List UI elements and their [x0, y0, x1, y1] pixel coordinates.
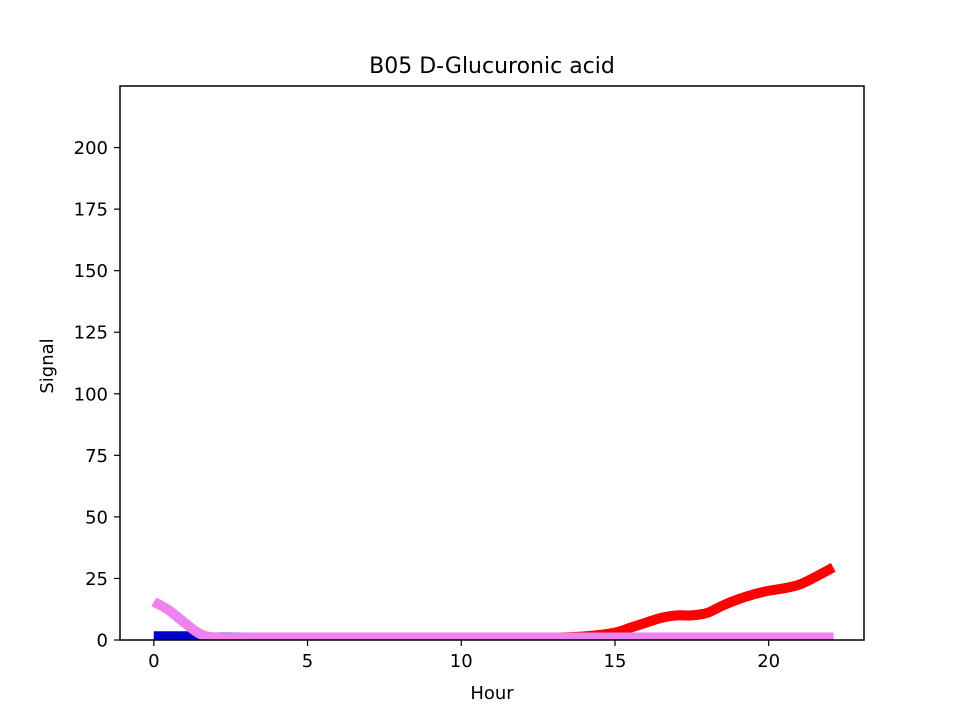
y-tick-label: 125: [74, 323, 108, 344]
x-tick-label: 0: [148, 651, 159, 672]
plot-frame: [119, 85, 865, 641]
x-axis-label: Hour: [470, 683, 514, 704]
series-layer: [151, 562, 836, 640]
x-tick-label: 5: [302, 651, 313, 672]
y-tick-label: 75: [85, 446, 108, 467]
y-tick-label: 100: [74, 384, 108, 405]
y-tick-label: 0: [97, 631, 108, 652]
y-tick-label: 50: [85, 507, 108, 528]
y-tick-label: 25: [85, 569, 108, 590]
x-tick-label: 15: [604, 651, 627, 672]
y-axis-label: Signal: [37, 338, 58, 393]
y-tick-label: 150: [74, 261, 108, 282]
series-line-2: [151, 597, 834, 640]
x-tick-label: 10: [450, 651, 473, 672]
y-tick-label: 175: [74, 200, 108, 221]
x-tick-label: 20: [757, 651, 780, 672]
y-tick-label: 200: [74, 138, 108, 159]
chart-title: B05 D-Glucuronic acid: [369, 54, 615, 79]
